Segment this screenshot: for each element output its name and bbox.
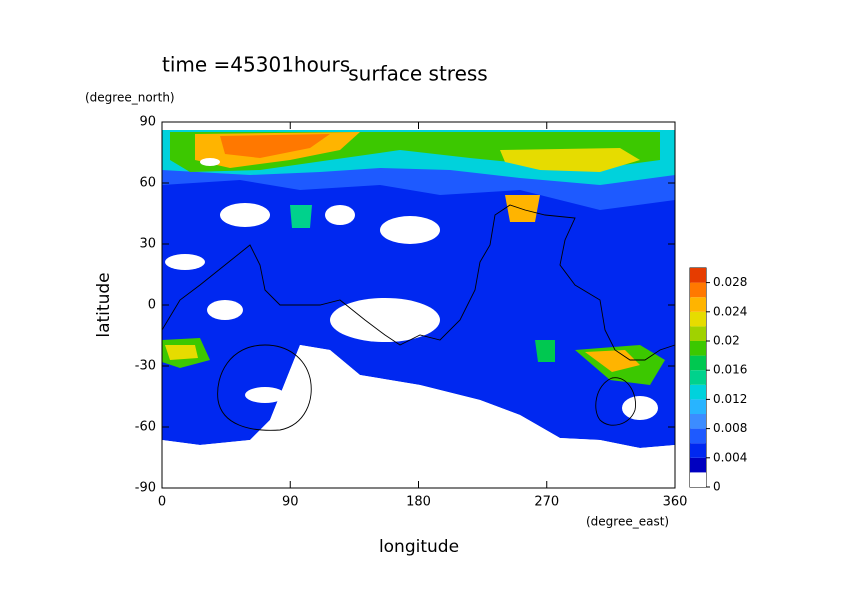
colorbar-swatch (690, 355, 706, 371)
field-hole (380, 216, 440, 244)
colorbar-swatch (690, 370, 706, 385)
colorbar-swatch (690, 268, 706, 283)
field-region (585, 350, 640, 372)
colorbar-swatch (690, 472, 706, 487)
colorbar-swatch (690, 414, 706, 429)
field-region (220, 134, 330, 158)
y-axis-title: latitude (94, 272, 114, 337)
field-region (162, 130, 675, 448)
colorbar-swatch (690, 282, 706, 298)
field-hole (330, 298, 440, 342)
field-region (290, 205, 312, 228)
x-tick-label: 270 (534, 495, 559, 510)
coastline (595, 377, 636, 426)
y-tick-label: 90 (139, 115, 156, 130)
field-region (500, 148, 640, 172)
x-tick-label: 360 (663, 495, 688, 510)
colorbar-swatch (690, 297, 706, 312)
colorbar-swatch (690, 428, 706, 444)
time-label: time =45301hours (162, 53, 350, 77)
field-region (165, 345, 198, 360)
field-hole (207, 300, 243, 320)
colorbar-swatch (690, 399, 706, 414)
y-tick-label: 60 (139, 176, 156, 191)
coastline (217, 344, 312, 431)
colorbar-swatch (690, 311, 706, 327)
colorbar-tick-label: 0.008 (713, 421, 747, 435)
colorbar-tick-label: 0.004 (713, 450, 747, 464)
y-tick-label: -60 (135, 420, 156, 435)
y-tick-label: 30 (139, 237, 156, 252)
field-hole (165, 254, 205, 270)
field-hole (325, 205, 355, 225)
y-tick-label: -30 (135, 359, 156, 374)
y-tick-label: 0 (148, 298, 156, 313)
field-hole (200, 158, 220, 166)
x-tick-label: 90 (282, 495, 299, 510)
x-axis-title: longitude (379, 537, 459, 557)
x-tick-label: 0 (158, 495, 166, 510)
y-tick-label: -90 (135, 481, 156, 496)
colorbar-tick-label: 0.016 (713, 363, 747, 377)
field-region (505, 195, 540, 222)
colorbar-swatch (690, 341, 706, 356)
x-unit: (degree_east) (586, 515, 669, 529)
colorbar-tick-label: 0.02 (713, 334, 740, 348)
y-unit: (degree_north) (85, 91, 175, 105)
colorbar-tick-label: 0.028 (713, 275, 747, 289)
field-hole (245, 387, 285, 403)
x-tick-label: 180 (406, 495, 431, 510)
field-hole (622, 396, 658, 420)
colorbar-swatch (690, 384, 706, 400)
colorbar-swatch (690, 457, 706, 473)
chart-title: surface stress (348, 62, 487, 86)
contour-field (162, 130, 675, 488)
colorbar-tick-label: 0.024 (713, 304, 747, 318)
coastline (161, 204, 676, 361)
field-region (535, 340, 555, 362)
colorbar-tick-label: 0 (713, 480, 721, 494)
colorbar-tick-label: 0.012 (713, 392, 747, 406)
field-hole (162, 345, 675, 488)
field-hole (220, 203, 270, 227)
colorbar-swatch (690, 326, 706, 341)
colorbar-swatch (690, 443, 706, 458)
coastlines (161, 204, 676, 431)
